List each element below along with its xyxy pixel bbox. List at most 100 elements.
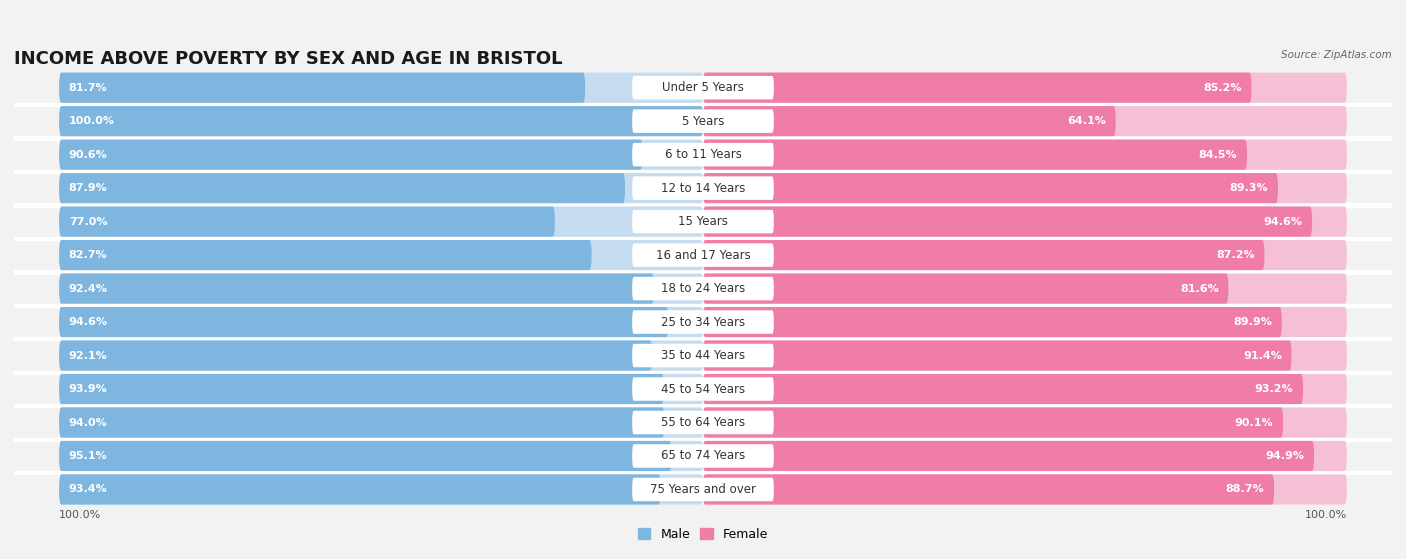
- Bar: [14, 304, 1392, 307]
- Bar: [14, 270, 1392, 273]
- Bar: [14, 337, 1392, 340]
- Text: 25 to 34 Years: 25 to 34 Years: [661, 315, 745, 329]
- FancyBboxPatch shape: [703, 106, 1347, 136]
- Text: 64.1%: 64.1%: [1067, 116, 1107, 126]
- FancyBboxPatch shape: [59, 106, 703, 136]
- Text: 6 to 11 Years: 6 to 11 Years: [665, 148, 741, 161]
- Bar: [14, 103, 1392, 106]
- Text: 94.9%: 94.9%: [1265, 451, 1305, 461]
- FancyBboxPatch shape: [59, 173, 626, 203]
- FancyBboxPatch shape: [59, 140, 703, 170]
- FancyBboxPatch shape: [59, 340, 652, 371]
- FancyBboxPatch shape: [703, 374, 1347, 404]
- FancyBboxPatch shape: [703, 340, 1292, 371]
- FancyBboxPatch shape: [59, 340, 703, 371]
- Text: 35 to 44 Years: 35 to 44 Years: [661, 349, 745, 362]
- FancyBboxPatch shape: [633, 76, 773, 100]
- FancyBboxPatch shape: [703, 475, 1274, 505]
- Text: INCOME ABOVE POVERTY BY SEX AND AGE IN BRISTOL: INCOME ABOVE POVERTY BY SEX AND AGE IN B…: [14, 50, 562, 68]
- FancyBboxPatch shape: [703, 441, 1315, 471]
- FancyBboxPatch shape: [59, 374, 664, 404]
- Text: 88.7%: 88.7%: [1226, 485, 1264, 495]
- Bar: [14, 438, 1392, 441]
- FancyBboxPatch shape: [633, 243, 773, 267]
- Text: 100.0%: 100.0%: [1305, 510, 1347, 519]
- FancyBboxPatch shape: [633, 177, 773, 200]
- FancyBboxPatch shape: [59, 106, 703, 136]
- Text: 16 and 17 Years: 16 and 17 Years: [655, 249, 751, 262]
- FancyBboxPatch shape: [703, 408, 1347, 438]
- FancyBboxPatch shape: [633, 277, 773, 300]
- FancyBboxPatch shape: [703, 206, 1347, 236]
- Bar: [14, 371, 1392, 374]
- Text: 93.4%: 93.4%: [69, 485, 107, 495]
- FancyBboxPatch shape: [703, 475, 1347, 505]
- FancyBboxPatch shape: [633, 310, 773, 334]
- FancyBboxPatch shape: [703, 307, 1347, 337]
- FancyBboxPatch shape: [703, 408, 1284, 438]
- FancyBboxPatch shape: [703, 340, 1347, 371]
- FancyBboxPatch shape: [633, 344, 773, 367]
- Text: 90.1%: 90.1%: [1234, 418, 1274, 428]
- Text: 100.0%: 100.0%: [69, 116, 115, 126]
- FancyBboxPatch shape: [703, 73, 1347, 103]
- Text: 12 to 14 Years: 12 to 14 Years: [661, 182, 745, 195]
- Legend: Male, Female: Male, Female: [633, 523, 773, 546]
- Text: 18 to 24 Years: 18 to 24 Years: [661, 282, 745, 295]
- Text: 81.6%: 81.6%: [1180, 283, 1219, 293]
- Bar: [14, 471, 1392, 475]
- FancyBboxPatch shape: [703, 140, 1347, 170]
- FancyBboxPatch shape: [633, 478, 773, 501]
- FancyBboxPatch shape: [59, 173, 703, 203]
- Text: 75 Years and over: 75 Years and over: [650, 483, 756, 496]
- Text: 89.9%: 89.9%: [1233, 317, 1272, 327]
- Bar: [14, 136, 1392, 140]
- FancyBboxPatch shape: [59, 441, 703, 471]
- Text: 100.0%: 100.0%: [59, 510, 101, 519]
- FancyBboxPatch shape: [633, 444, 773, 468]
- Text: 65 to 74 Years: 65 to 74 Years: [661, 449, 745, 462]
- FancyBboxPatch shape: [703, 106, 1116, 136]
- Text: 84.5%: 84.5%: [1199, 150, 1237, 160]
- Text: 94.0%: 94.0%: [69, 418, 107, 428]
- FancyBboxPatch shape: [59, 73, 585, 103]
- FancyBboxPatch shape: [59, 206, 703, 236]
- FancyBboxPatch shape: [59, 475, 661, 505]
- Text: 89.3%: 89.3%: [1230, 183, 1268, 193]
- FancyBboxPatch shape: [633, 143, 773, 167]
- Text: 87.9%: 87.9%: [69, 183, 107, 193]
- FancyBboxPatch shape: [703, 374, 1303, 404]
- FancyBboxPatch shape: [59, 408, 703, 438]
- FancyBboxPatch shape: [59, 374, 703, 404]
- Text: 85.2%: 85.2%: [1204, 83, 1241, 93]
- Bar: [14, 170, 1392, 173]
- Text: 87.2%: 87.2%: [1216, 250, 1254, 260]
- FancyBboxPatch shape: [703, 307, 1282, 337]
- FancyBboxPatch shape: [59, 206, 555, 236]
- FancyBboxPatch shape: [703, 273, 1347, 304]
- FancyBboxPatch shape: [59, 273, 703, 304]
- Text: 95.1%: 95.1%: [69, 451, 107, 461]
- FancyBboxPatch shape: [703, 273, 1229, 304]
- Text: 92.4%: 92.4%: [69, 283, 108, 293]
- FancyBboxPatch shape: [703, 173, 1278, 203]
- FancyBboxPatch shape: [703, 240, 1347, 270]
- FancyBboxPatch shape: [59, 273, 654, 304]
- Text: 94.6%: 94.6%: [1264, 216, 1302, 226]
- Text: 92.1%: 92.1%: [69, 350, 107, 361]
- FancyBboxPatch shape: [703, 140, 1247, 170]
- FancyBboxPatch shape: [703, 73, 1251, 103]
- Text: Under 5 Years: Under 5 Years: [662, 81, 744, 94]
- Text: 81.7%: 81.7%: [69, 83, 107, 93]
- FancyBboxPatch shape: [633, 210, 773, 233]
- FancyBboxPatch shape: [59, 408, 665, 438]
- FancyBboxPatch shape: [703, 441, 1347, 471]
- Text: 91.4%: 91.4%: [1243, 350, 1282, 361]
- Bar: [14, 203, 1392, 206]
- FancyBboxPatch shape: [703, 240, 1264, 270]
- FancyBboxPatch shape: [59, 307, 703, 337]
- FancyBboxPatch shape: [59, 240, 592, 270]
- Text: 15 Years: 15 Years: [678, 215, 728, 228]
- Text: 93.9%: 93.9%: [69, 384, 107, 394]
- FancyBboxPatch shape: [703, 206, 1312, 236]
